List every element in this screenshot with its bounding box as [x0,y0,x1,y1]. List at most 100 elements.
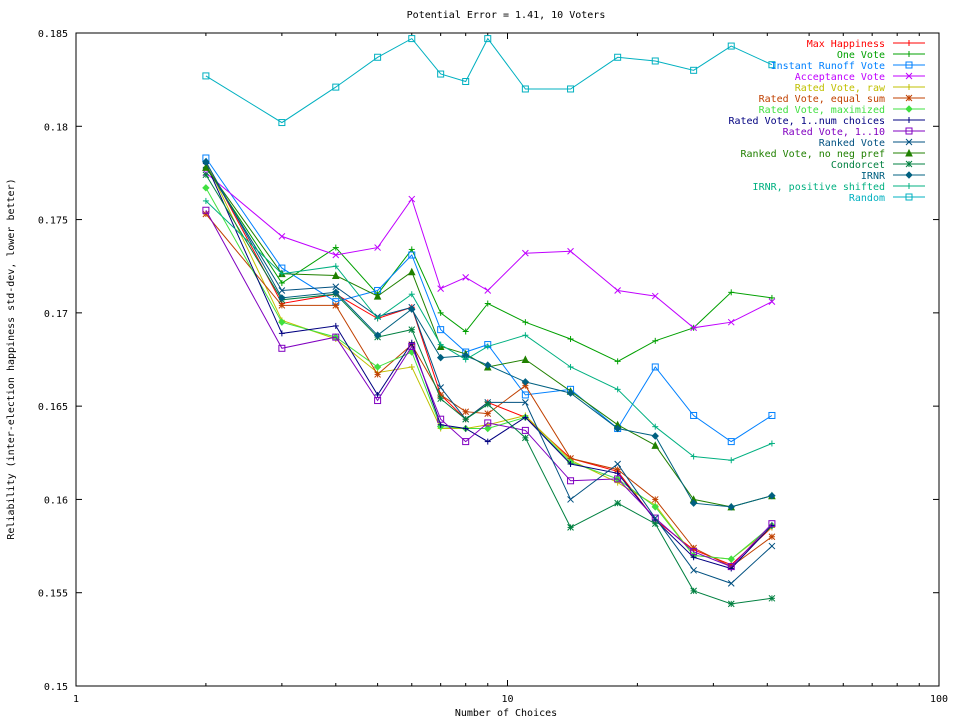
legend-marker [906,51,912,57]
data-point [522,434,529,442]
legend-marker [905,61,913,69]
series-6 [202,184,776,563]
data-point [437,341,444,348]
data-point [408,251,416,259]
x-tick-label: 10 [501,694,513,705]
data-point [614,460,622,468]
x-tick-label: 100 [930,694,948,705]
data-point [202,206,210,214]
data-point [408,291,415,298]
data-point [768,520,776,528]
data-point [652,337,659,344]
data-point [332,263,339,270]
data-point [408,35,416,43]
data-point [462,438,470,446]
data-point [567,477,575,485]
legend-marker [905,72,913,80]
y-tick-label: 0.175 [38,216,68,227]
data-point [567,496,574,503]
data-point [727,503,735,511]
data-point [614,499,622,507]
data-point [278,302,286,309]
data-point [332,83,340,91]
data-point [768,491,776,500]
data-point [278,270,285,277]
legend-marker [905,160,913,168]
legend-label: Ranked Vote, no neg pref [741,149,886,160]
data-point [332,333,340,341]
data-point [651,441,660,449]
data-point [373,291,382,300]
data-point [437,285,445,292]
data-point [484,424,492,433]
data-point [521,391,529,399]
legend-label: Rated Vote, maximized [759,105,885,116]
data-point [614,470,621,477]
data-point [437,70,445,78]
data-point [567,524,574,531]
data-point [408,339,415,346]
data-point [332,244,339,251]
legend-label: Max Happiness [807,39,885,50]
data-point [408,305,416,313]
legend-marker [905,148,913,157]
legend-marker [905,138,913,146]
data-point [484,400,492,408]
data-point [408,246,415,253]
data-point [567,247,574,255]
data-point [374,371,381,378]
series-group [202,35,776,608]
data-point [521,378,530,386]
data-point [462,356,469,363]
data-point [408,326,416,334]
data-point [614,475,622,483]
series-8 [202,206,776,571]
data-point [436,353,445,362]
legend-label: Ranked Vote [819,138,885,149]
data-point [484,410,492,417]
data-point [727,563,735,571]
data-point [652,423,659,430]
data-point [278,330,285,337]
data-point [437,309,444,316]
series-1 [202,164,775,365]
data-point [567,335,574,342]
data-point [462,328,469,335]
data-point [690,587,697,595]
legend-marker [905,94,913,102]
data-point [437,421,444,428]
data-point [521,426,529,434]
data-point [278,318,286,326]
data-point [462,408,470,416]
data-point [727,318,735,326]
data-point [768,61,776,69]
data-point [373,363,382,371]
data-point [278,344,286,352]
data-point [484,300,491,307]
data-point [768,440,775,447]
data-point [768,298,776,306]
data-point [278,287,286,294]
series-13 [202,197,775,464]
data-point [690,548,698,556]
data-point [437,384,445,391]
y-tick-label: 0.155 [38,589,68,600]
legend-label: Instant Runoff Vote [771,61,885,72]
data-point [407,267,416,276]
data-point [614,53,622,61]
data-point [202,184,210,192]
y-axis-label: Reliability (inter-election happiness st… [6,178,17,539]
data-point [278,294,286,302]
legend-label: One Vote [837,50,885,61]
plot-frame [75,32,940,687]
data-point [690,453,697,460]
data-point [614,386,621,393]
data-point [373,331,382,339]
data-point [728,289,735,296]
legend-label: Rated Vote, equal sum [759,94,885,105]
series-14 [202,35,776,127]
data-point [690,554,697,561]
y-tick-label: 0.18 [44,122,68,133]
